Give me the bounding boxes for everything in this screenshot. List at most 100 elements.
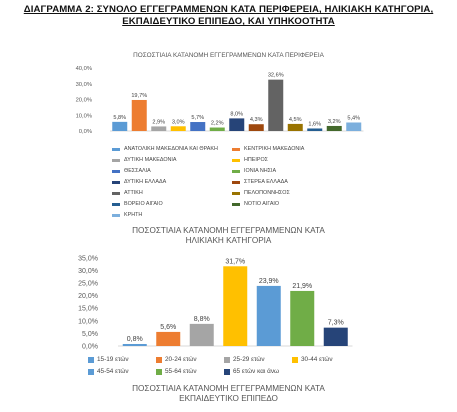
legend-swatch (112, 213, 120, 217)
heading-line-1: ΔΙΑΓΡΑΜΜΑ 2: ΣΥΝΟΛΟ ΕΓΓΕΓΡΑΜΜΕΝΩΝ ΚΑΤΑ Π… (23, 4, 434, 15)
bar (287, 123, 303, 131)
chart3-title-line1: ΠΟΣΟΣΤΙΑΙΑ ΚΑΤΑΝΟΜΗ ΕΓΓΕΓΡΑΜΜΕΝΩΝ ΚΑΤΑ (132, 384, 325, 393)
data-label: 32,6% (268, 73, 284, 79)
age-legend: 15-19 ετών 20-24 ετών 25-29 ετών 30-44 ετών… (0, 352, 457, 376)
chart1-title: ΠΟΣΟΣΤΙΑΙΑ ΚΑΤΑΝΟΜΗ ΕΓΓΕΓΡΑΜΜΕΝΩΝ ΚΑΤΑ Π… (133, 52, 324, 59)
legend-label: 65 ετών και άνω (233, 368, 280, 375)
data-label: 3,0% (172, 119, 185, 125)
y-tick-label: 20,0% (78, 293, 98, 300)
legend-item: 25-29 ετών (224, 356, 265, 363)
region-bar-chart: 0,0% 10,0% 20,0% 30,0% 40,0% 5,8% 19,7% 2,9% 3,0… (76, 66, 364, 135)
legend-swatch (112, 158, 120, 162)
legend-item: ΗΠΕΙΡΟΣ (232, 157, 268, 163)
legend-label: ΑΤΤΙΚΗ (124, 190, 143, 196)
y-tick-label: 40,0% (76, 66, 92, 72)
data-label: 2,9% (152, 119, 165, 125)
legend-label: 20-24 ετών (165, 356, 197, 363)
legend-swatch (112, 169, 120, 173)
legend-swatch (232, 147, 240, 151)
y-tick-label: 5,0% (82, 331, 98, 338)
y-tick-label: 30,0% (76, 82, 92, 88)
legend-item: 30-44 ετών (292, 356, 333, 363)
y-tick-label: 10,0% (78, 318, 98, 325)
legend-label: ΒΟΡΕΙΟ ΑΙΓΑΙΟ (124, 201, 163, 207)
legend-label: ΚΡΗΤΗ (124, 212, 143, 218)
legend-item: ΔΥΤΙΚΗ ΜΑΚΕΔΟΝΙΑ (112, 157, 177, 163)
bar (151, 126, 167, 131)
y-tick-label: 0,0% (82, 343, 98, 350)
region-legend: ΑΝΑΤΟΛΙΚΗ ΜΑΚΕΔΟΝΙΑ ΚΑΙ ΘΡΑΚΗ ΚΕΝΤΡΙΚΗ ΜΑ… (0, 142, 457, 222)
data-label: 4,5% (289, 117, 302, 123)
legend-swatch (88, 356, 94, 363)
legend-item: ΚΡΗΤΗ (112, 212, 142, 218)
legend-label: 25-29 ετών (233, 356, 265, 363)
legend-swatch (232, 169, 240, 173)
legend-item: 65 ετών και άνω (224, 368, 279, 375)
legend-item: ΔΥΤΙΚΗ ΕΛΛΑΔΑ (112, 179, 166, 185)
data-label: 2,2% (211, 121, 224, 127)
data-label: 5,6% (160, 324, 176, 331)
y-tick-label: 0,0% (79, 129, 92, 135)
legend-label: 15-19 ετών (97, 356, 129, 363)
data-label: 8,8% (194, 316, 210, 323)
bar (209, 127, 225, 131)
chart2-title-line1: ΠΟΣΟΣΤΙΑΙΑ ΚΑΤΑΝΟΜΗ ΕΓΓΕΓΡΑΜΜΕΝΩΝ ΚΑΤΑ (132, 226, 325, 235)
legend-label: ΔΥΤΙΚΗ ΜΑΚΕΔΟΝΙΑ (124, 157, 177, 163)
legend-swatch (156, 368, 162, 375)
legend-swatch (112, 191, 120, 195)
data-label: 7,3% (328, 320, 344, 327)
age-bar-chart: 0,0% 5,0% 10,0% 15,0% 20,0% 25,0% 30,0% 35,0% 0,… (78, 255, 353, 350)
bar (229, 118, 245, 131)
legend-item: 15-19 ετών (88, 356, 129, 363)
data-label: 1,6% (308, 121, 321, 127)
data-label: 5,8% (113, 115, 126, 121)
bar (112, 121, 128, 131)
data-label: 19,7% (131, 93, 147, 99)
legend-item: ΙΟΝΙΑ ΝΗΣΙΑ (232, 168, 276, 174)
legend-item: ΠΕΛΟΠΟΝΝΗΣΟΣ (232, 190, 290, 196)
legend-swatch (156, 356, 162, 363)
heading-line-2: ΕΚΠΑΙΔΕΥΤΙΚΟ ΕΠΙΠΕΔΟ, ΚΑΙ ΥΠΗΚΟΟΤΗΤΑ (122, 16, 335, 27)
data-label: 0,8% (127, 336, 143, 343)
legend-label: ΔΥΤΙΚΗ ΕΛΛΑΔΑ (124, 179, 167, 185)
data-label: 8,0% (230, 111, 243, 117)
legend-swatch (232, 202, 240, 206)
legend-item: 55-64 ετών (156, 368, 197, 375)
legend-item: 20-24 ετών (156, 356, 197, 363)
bar (248, 124, 264, 131)
legend-swatch (88, 368, 94, 375)
legend-swatch (232, 158, 240, 162)
y-tick-label: 30,0% (78, 268, 98, 275)
bar (170, 126, 186, 131)
y-tick-label: 20,0% (76, 98, 92, 104)
legend-label: ΘΕΣΣΑΛΙΑ (124, 168, 151, 174)
data-label: 5,4% (347, 115, 360, 121)
legend-label: 55-64 ετών (165, 368, 197, 375)
legend-item: 45-54 ετών (88, 368, 129, 375)
bar (307, 128, 323, 131)
chart3-title: ΠΟΣΟΣΤΙΑΙΑ ΚΑΤΑΝΟΜΗ ΕΓΓΕΓΡΑΜΜΕΝΩΝ ΚΑΤΑ Ε… (0, 384, 457, 404)
chart2-title: ΠΟΣΟΣΤΙΑΙΑ ΚΑΤΑΝΟΜΗ ΕΓΓΕΓΡΑΜΜΕΝΩΝ ΚΑΤΑ Η… (0, 226, 457, 246)
data-label: 31,7% (225, 258, 245, 265)
data-label: 23,9% (259, 278, 279, 285)
bar (323, 327, 348, 346)
bar (156, 331, 181, 346)
legend-swatch (112, 202, 120, 206)
legend-item: ΘΕΣΣΑΛΙΑ (112, 168, 151, 174)
data-label: 21,9% (292, 283, 312, 290)
legend-swatch (224, 356, 230, 363)
legend-swatch (224, 368, 230, 375)
legend-label: ΑΝΑΤΟΛΙΚΗ ΜΑΚΕΔΟΝΙΑ ΚΑΙ ΘΡΑΚΗ (124, 146, 218, 152)
bar (122, 343, 147, 346)
y-tick-label: 35,0% (78, 255, 98, 262)
data-label: 4,3% (250, 117, 263, 123)
y-tick-label: 15,0% (78, 306, 98, 313)
legend-swatch (112, 180, 120, 184)
legend-item: ΑΝΑΤΟΛΙΚΗ ΜΑΚΕΔΟΝΙΑ ΚΑΙ ΘΡΑΚΗ (112, 146, 218, 152)
legend-label: ΙΟΝΙΑ ΝΗΣΙΑ (244, 168, 277, 174)
bar (268, 79, 284, 131)
bar (190, 122, 206, 131)
bar (346, 122, 362, 131)
legend-item: ΚΕΝΤΡΙΚΗ ΜΑΚΕΔΟΝΙΑ (232, 146, 304, 152)
y-tick-label: 25,0% (78, 281, 98, 288)
